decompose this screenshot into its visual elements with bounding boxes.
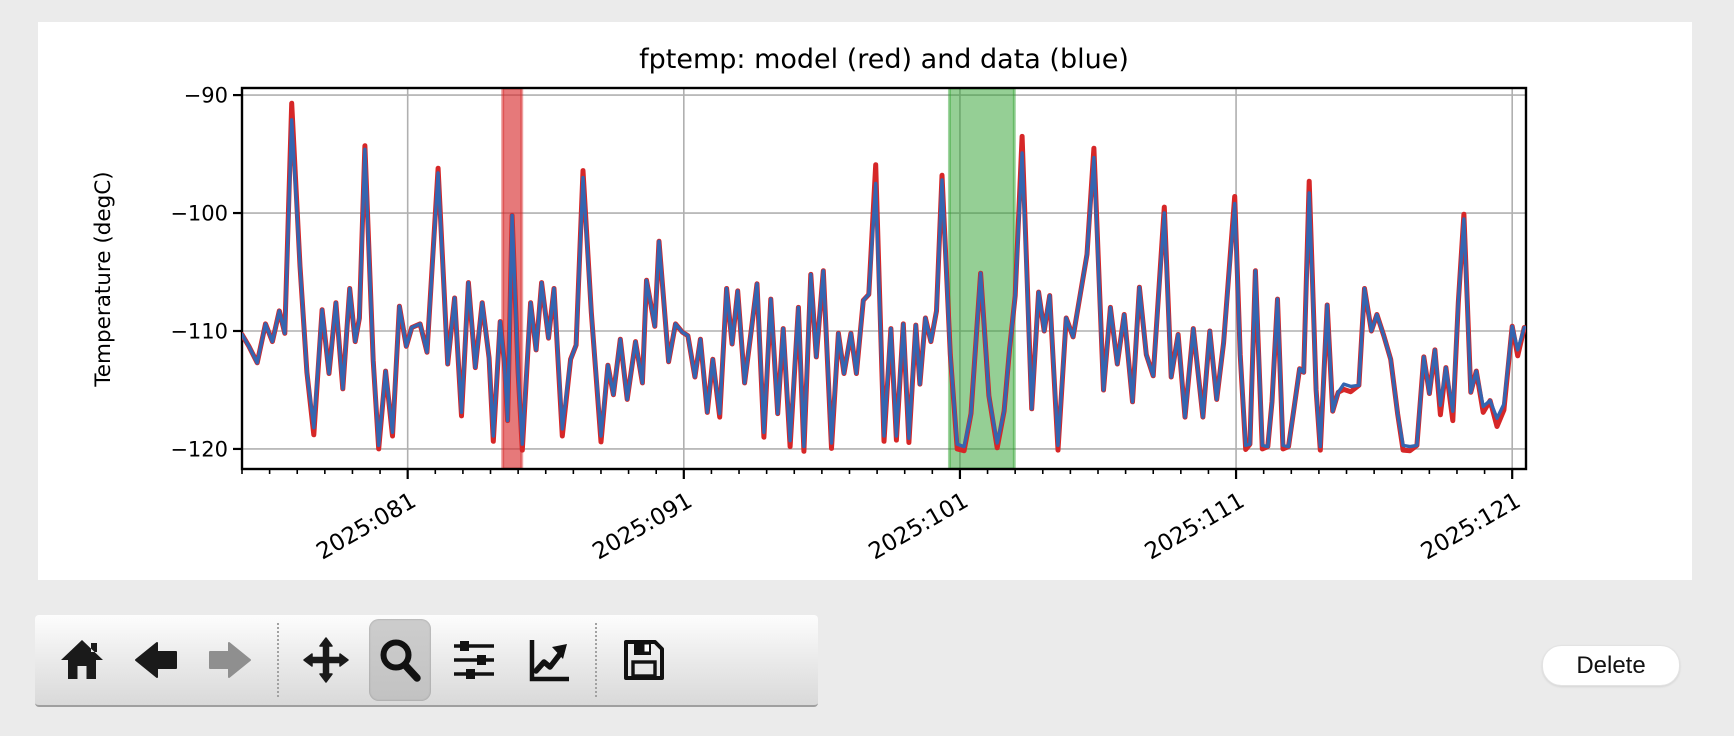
chart-svg: fptemp: model (red) and data (blue) Temp… [91,44,1528,566]
delete-button-label: Delete [1576,651,1646,679]
plot-area[interactable] [240,86,1528,471]
x-tick-label: 2025:101 [865,488,973,566]
navigation-toolbar [35,615,818,707]
subplots-button[interactable] [443,619,505,701]
sliders-icon [454,641,494,679]
delete-button[interactable]: Delete [1542,645,1680,686]
x-tick-labels: 2025:081 2025:091 2025:101 2025:111 2025:121 [312,488,1525,566]
data-line [242,118,1526,449]
data-lines [242,100,1526,454]
x-tick-label: 2025:111 [1141,488,1249,566]
save-button[interactable] [613,619,675,701]
customize-button[interactable] [517,619,579,701]
y-tick-label: −110 [170,319,228,343]
toolbar-separator [277,623,279,697]
line-chart-icon [529,640,569,682]
forward-arrow-icon [209,642,251,678]
pan-arrows-icon [303,637,349,683]
x-tick-label: 2025:121 [1417,488,1525,566]
home-button[interactable] [51,619,113,701]
forward-button[interactable] [199,619,261,701]
y-tick-label: −100 [170,202,228,226]
figure-canvas: fptemp: model (red) and data (blue) Temp… [38,22,1692,580]
x-tick-label: 2025:091 [588,488,696,566]
y-tick-label: −90 [184,84,228,108]
back-arrow-icon [135,642,177,678]
y-tick-label: −120 [170,437,228,461]
y-axis-label: Temperature (degC) [91,171,116,387]
chart-title: fptemp: model (red) and data (blue) [639,44,1129,75]
zoom-button[interactable] [369,619,431,701]
toolbar-separator [595,623,597,697]
back-button[interactable] [125,619,187,701]
pan-button[interactable] [295,619,357,701]
x-tick-label: 2025:081 [312,488,420,566]
magnifier-icon [380,639,421,682]
floppy-disk-icon [624,640,664,680]
y-tick-labels: −90 −100 −110 −120 [170,84,228,462]
home-icon [61,640,103,679]
